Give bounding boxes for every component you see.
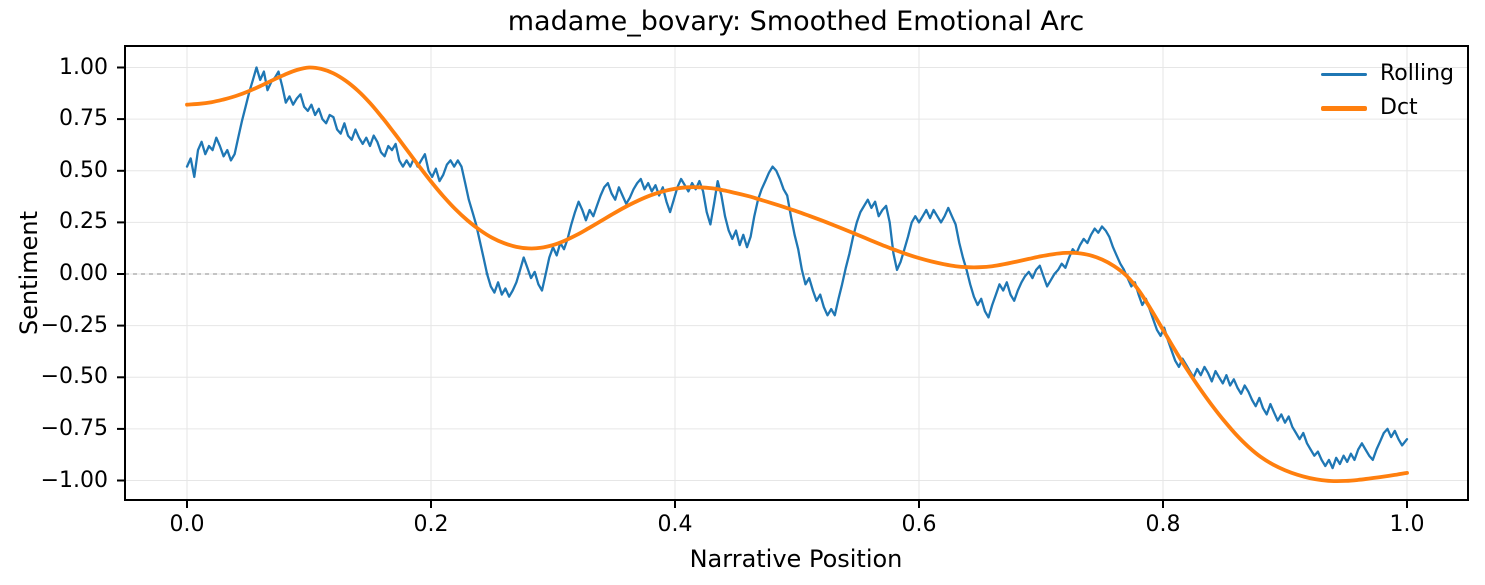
legend: Rolling Dct	[1321, 60, 1454, 122]
x-tick-label: 1.0	[1389, 512, 1425, 537]
legend-item-rolling: Rolling	[1321, 60, 1454, 88]
y-tick-label: 1.00	[59, 54, 108, 80]
rolling-series-line	[185, 66, 1409, 470]
x-tick-label: 0.0	[169, 512, 205, 537]
y-tick-label: 0.75	[59, 106, 108, 132]
legend-item-dct: Dct	[1321, 94, 1454, 122]
dct-line-swatch	[1321, 105, 1367, 111]
x-tick-labels: 0.0 0.2 0.4 0.6 0.8 1.0	[0, 511, 1485, 543]
legend-label-dct: Dct	[1380, 95, 1418, 120]
legend-label-rolling: Rolling	[1380, 61, 1455, 86]
x-axis-label: Narrative Position	[689, 545, 903, 573]
x-tick-label: 0.8	[1145, 512, 1181, 537]
x-tick-label: 0.6	[901, 512, 937, 537]
y-tick-label: −0.50	[40, 364, 108, 390]
dct-series-line	[185, 65, 1409, 484]
y-tick-label: −1.00	[40, 467, 108, 493]
chart-title: madame_bovary: Smoothed Emotional Arc	[507, 6, 1085, 37]
y-tick-label: 0.00	[59, 261, 108, 286]
y-tick-label: 0.50	[59, 157, 108, 183]
y-tick-label: 0.25	[59, 209, 108, 235]
y-tick-labels: 1.00 0.75 0.50 0.25 0.00 −0.25 −0.50 −0.75 −1.00	[0, 0, 108, 585]
x-tick-label: 0.2	[413, 512, 449, 537]
y-tick-label: −0.75	[40, 415, 108, 441]
axes-spine	[124, 45, 1469, 501]
rolling-line-swatch	[1321, 72, 1367, 76]
x-tick-label: 0.4	[657, 512, 693, 537]
y-tick-label: −0.25	[40, 312, 108, 338]
